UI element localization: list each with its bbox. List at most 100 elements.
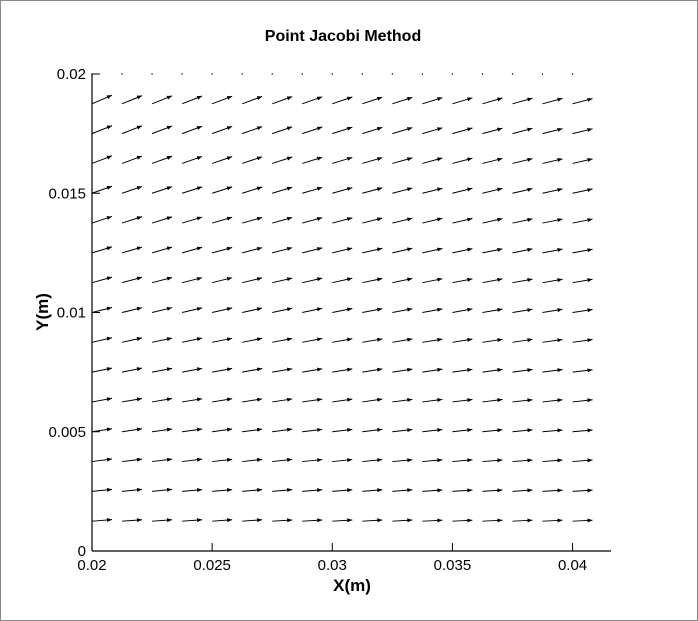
arrow-head bbox=[136, 518, 143, 523]
vector-arrow bbox=[392, 157, 413, 164]
vector-arrow bbox=[91, 215, 113, 224]
arrow-head bbox=[106, 367, 112, 372]
arrow-head bbox=[376, 126, 383, 131]
arrow-head bbox=[106, 216, 112, 220]
arrow-head bbox=[527, 97, 533, 102]
vector-arrow bbox=[362, 187, 383, 194]
arrow-head bbox=[226, 216, 233, 221]
vector-arrow bbox=[272, 96, 293, 105]
vector-arrow bbox=[212, 488, 233, 493]
arrow-head bbox=[196, 276, 203, 281]
arrow-head bbox=[317, 397, 323, 402]
arrow-head bbox=[136, 457, 143, 462]
y-tick-label: 0.01 bbox=[57, 305, 86, 322]
vector-arrow bbox=[542, 187, 563, 194]
arrow-head bbox=[226, 276, 233, 281]
vector-arrow bbox=[302, 337, 323, 343]
vector-arrow bbox=[242, 126, 263, 135]
arrow-head bbox=[467, 398, 473, 403]
arrow-head bbox=[226, 96, 233, 100]
arrow-head bbox=[497, 428, 503, 433]
vector-arrow bbox=[512, 157, 533, 164]
arrow-head bbox=[166, 246, 173, 251]
vector-arrow bbox=[512, 428, 533, 433]
arrow-head bbox=[407, 337, 413, 342]
vector-arrow bbox=[212, 276, 233, 284]
vector-arrow bbox=[91, 94, 113, 105]
vector-arrow bbox=[452, 247, 473, 254]
vector-arrow bbox=[392, 247, 413, 254]
vector-arrow bbox=[211, 125, 233, 135]
vector-arrow bbox=[242, 186, 263, 194]
vector-arrow bbox=[542, 127, 563, 135]
vector-point bbox=[571, 73, 574, 75]
arrow-head bbox=[497, 157, 503, 162]
vector-arrow bbox=[362, 397, 383, 403]
vector-arrow bbox=[422, 127, 443, 135]
vector-arrow bbox=[422, 337, 443, 343]
arrow-head bbox=[527, 187, 533, 192]
vector-point bbox=[331, 73, 333, 75]
vector-arrow bbox=[572, 398, 593, 403]
vector-arrow bbox=[151, 95, 173, 105]
vector-arrow bbox=[422, 247, 443, 254]
vector-arrow bbox=[272, 246, 293, 254]
arrow-head bbox=[437, 307, 443, 312]
vector-arrow bbox=[512, 247, 533, 254]
arrow-head bbox=[136, 276, 143, 281]
x-tick-label: 0.025 bbox=[193, 557, 231, 574]
vector-arrow bbox=[542, 248, 563, 254]
vector-arrow bbox=[332, 458, 353, 463]
vector-arrow bbox=[302, 367, 323, 373]
arrow-head bbox=[226, 337, 233, 342]
arrow-head bbox=[316, 307, 323, 312]
vector-arrow bbox=[421, 73, 424, 75]
vector-arrow bbox=[572, 248, 593, 254]
arrow-head bbox=[287, 518, 293, 523]
vector-arrow bbox=[392, 277, 413, 284]
vector-arrow bbox=[512, 368, 533, 373]
vector-point bbox=[481, 73, 484, 75]
vector-arrow bbox=[302, 126, 323, 135]
vector-arrow bbox=[482, 187, 503, 194]
vector-arrow bbox=[151, 397, 173, 403]
vector-arrow bbox=[392, 367, 413, 373]
vector-arrow bbox=[242, 397, 263, 403]
vector-point bbox=[361, 73, 364, 75]
vector-point bbox=[421, 73, 424, 75]
arrow-head bbox=[136, 397, 143, 402]
arrow-head bbox=[527, 428, 533, 433]
arrow-head bbox=[346, 277, 353, 282]
vector-arrow bbox=[542, 398, 563, 403]
vector-arrow bbox=[512, 127, 533, 135]
vector-arrow bbox=[241, 73, 243, 75]
arrow-head bbox=[347, 427, 353, 432]
arrow-head bbox=[196, 488, 203, 493]
vector-arrow bbox=[332, 397, 353, 403]
vector-arrow bbox=[272, 186, 293, 194]
vector-arrow bbox=[152, 427, 173, 433]
vector-arrow bbox=[392, 217, 413, 224]
arrow-head bbox=[557, 127, 563, 132]
arrow-head bbox=[467, 247, 473, 252]
arrow-head bbox=[196, 518, 203, 523]
vector-arrow bbox=[91, 336, 113, 343]
arrow-head bbox=[467, 127, 473, 132]
vector-arrow bbox=[302, 277, 323, 284]
arrow-head bbox=[136, 337, 143, 341]
arrow-head bbox=[226, 427, 233, 432]
vector-arrow bbox=[302, 307, 323, 313]
arrow-head bbox=[106, 427, 112, 432]
vector-arrow bbox=[272, 518, 293, 523]
vector-arrow bbox=[242, 337, 263, 343]
arrow-head bbox=[136, 216, 143, 221]
vector-arrow bbox=[121, 427, 143, 433]
arrow-head bbox=[196, 246, 203, 251]
arrow-head bbox=[136, 186, 143, 190]
arrow-head bbox=[497, 338, 503, 343]
vector-arrow bbox=[272, 156, 293, 164]
arrow-head bbox=[196, 367, 203, 372]
arrow-head bbox=[106, 397, 112, 402]
arrow-head bbox=[196, 216, 203, 221]
arrow-head bbox=[407, 488, 413, 493]
